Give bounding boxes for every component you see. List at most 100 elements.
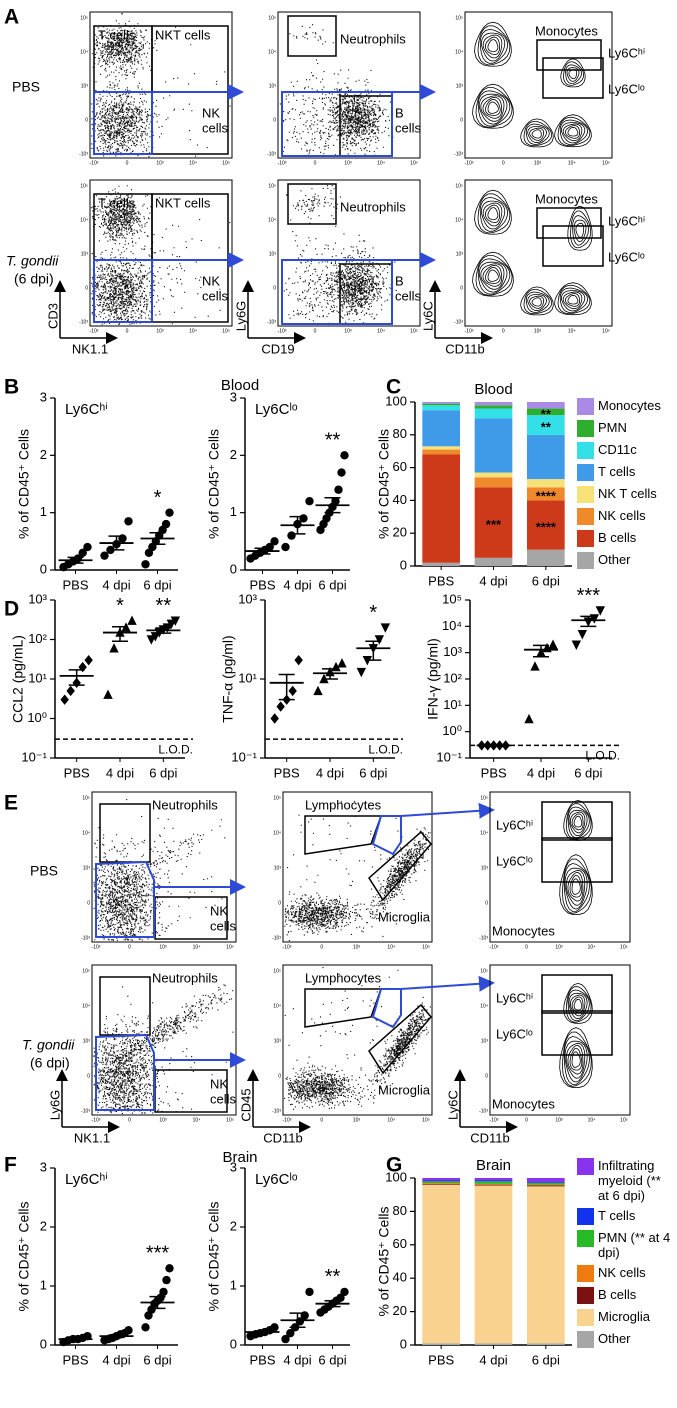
flow-plot-frame <box>91 791 237 943</box>
flow-contour <box>567 1045 584 1075</box>
legend-swatch <box>577 530 594 547</box>
legend-item: PMN (** at 4 dpi) <box>577 1230 675 1260</box>
flow-tick-label: 10⁵ <box>620 1117 628 1123</box>
gate <box>541 837 613 883</box>
x-tick-label: 6 dpi <box>532 573 560 588</box>
bar-segment <box>474 477 513 488</box>
flow-tick-label: 10³ <box>81 83 89 89</box>
data-point <box>305 1287 314 1297</box>
legend-label: T cells <box>598 1208 636 1223</box>
bar-segment <box>526 1182 565 1184</box>
error-bar <box>112 626 128 643</box>
label: cells <box>202 288 229 303</box>
flow-tick-label: -10³ <box>465 328 474 334</box>
row-label: T. gondii <box>22 1037 75 1053</box>
data-point <box>281 1334 290 1344</box>
significance: ** <box>325 430 341 452</box>
chart-title: Ly6Cʰⁱ <box>65 1171 108 1188</box>
data-point <box>165 508 174 517</box>
flow-tick-label: 10³ <box>344 328 352 334</box>
x-tick-label: 6 dpi <box>318 577 346 592</box>
x-tick-label: PBS <box>428 1352 454 1367</box>
row-label: (6 dpi) <box>30 1055 70 1071</box>
flow-contour <box>482 96 503 119</box>
legend: Monocytes PMN CD11c T cells NK T cells NK cel… <box>577 398 675 574</box>
bar-segment <box>422 1343 461 1345</box>
flow-contour <box>482 34 503 59</box>
legend-item: NK cells <box>577 1265 675 1282</box>
bar-segment <box>526 487 565 501</box>
flow-contour <box>564 1040 588 1083</box>
flow-plot-frame <box>489 964 631 1116</box>
flow-contour <box>569 811 586 834</box>
flow-tick-label: 10³ <box>344 160 352 166</box>
flow-tick-label: -10³ <box>272 1108 281 1114</box>
data-point <box>524 713 534 724</box>
lod-label: L.O.D. <box>158 742 193 756</box>
flow-tick-label: -10³ <box>454 319 463 325</box>
y-tick-label: 1 <box>230 1277 237 1292</box>
flow-contour <box>567 294 579 305</box>
bar-segment <box>474 1183 513 1185</box>
flow-tick-label: 10⁵ <box>410 328 418 334</box>
flow-contour <box>571 813 584 831</box>
legend-label: T cells <box>598 464 636 479</box>
flow-tick-label: 10⁵ <box>268 15 276 21</box>
flow-tick-label: -10³ <box>278 160 287 166</box>
flow-tick-label: -10³ <box>92 944 101 950</box>
flow-contour <box>475 87 513 128</box>
legend-item: Other <box>577 552 675 569</box>
flow-tick-label: 10⁵ <box>268 183 276 189</box>
bar-segment <box>526 1185 565 1187</box>
axis-label: Ly6G <box>233 301 248 332</box>
arrow <box>400 975 495 992</box>
label: NKT cells <box>155 27 211 42</box>
flow-tick-label: 10⁵ <box>602 328 610 334</box>
y-tick-label: 3 <box>40 1159 47 1174</box>
error-bar <box>149 531 166 545</box>
flow-contour <box>569 994 586 1017</box>
flow-contour <box>559 1027 593 1089</box>
x-tick-label: 4 dpi <box>106 765 134 780</box>
flow-events <box>283 198 381 326</box>
flow-tick-label: 10⁴ <box>377 328 385 334</box>
flow-tick-label: 10⁵ <box>80 183 88 189</box>
flow-contour <box>561 858 592 914</box>
significance: ** <box>541 406 552 421</box>
flow-contour <box>573 219 587 243</box>
flow-contour <box>572 215 589 246</box>
legend: Infiltrating myeloid (** at 6 dpi) T cell… <box>577 1158 675 1353</box>
legend-item: B cells <box>577 1287 675 1304</box>
legend-item: Other <box>577 1331 675 1348</box>
flow-contour <box>559 287 589 314</box>
y-axis-label: TNF-α (pg/ml) <box>220 635 236 722</box>
flow-tick-label: 10³ <box>353 1117 361 1123</box>
flow-contour <box>475 255 513 296</box>
group-title: Brain <box>222 1149 257 1166</box>
flow-events <box>285 183 341 224</box>
flow-contour <box>567 872 584 902</box>
x-tick-label: 6 dpi <box>359 765 387 780</box>
bar-segment <box>526 1343 565 1345</box>
y-tick-label: 10⁰ <box>27 710 47 725</box>
gate <box>542 57 604 99</box>
significance: ** <box>156 595 172 617</box>
data-point <box>103 689 113 699</box>
flow-tick-label: 10⁵ <box>222 160 230 166</box>
bar-segment <box>422 410 461 447</box>
bar-segment <box>474 472 513 478</box>
legend-label: Microglia <box>598 1309 651 1324</box>
flow-contour <box>487 101 499 114</box>
flow-contour <box>561 1031 592 1087</box>
gate <box>99 976 151 1036</box>
flow-tick-label: -10³ <box>79 319 88 325</box>
gate <box>287 183 337 225</box>
legend-label: PMN <box>598 420 627 435</box>
data-point <box>159 1287 168 1297</box>
flow-events <box>102 984 234 1073</box>
y-axis-label: CCL2 (pg/mL) <box>10 635 26 723</box>
flow-tick-label: -10³ <box>278 328 287 334</box>
gate <box>536 39 602 71</box>
flow-tick-label: 10⁴ <box>480 830 488 836</box>
gate <box>304 988 383 1028</box>
